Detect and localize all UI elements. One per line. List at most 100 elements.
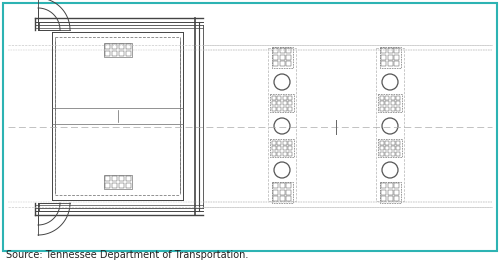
Bar <box>288 152 292 156</box>
Bar <box>283 95 287 99</box>
Bar <box>288 107 292 111</box>
Text: Source: Tennessee Department of Transportation.: Source: Tennessee Department of Transpor… <box>6 250 248 260</box>
Bar <box>272 46 292 68</box>
Bar <box>381 61 386 66</box>
Bar <box>126 44 130 49</box>
Bar <box>385 146 389 150</box>
Bar <box>286 189 291 195</box>
Bar <box>286 183 291 188</box>
Bar <box>396 95 400 99</box>
Bar <box>396 152 400 156</box>
Bar <box>286 61 291 66</box>
Bar <box>104 44 110 49</box>
Bar <box>381 183 386 188</box>
Bar <box>381 189 386 195</box>
Bar <box>380 182 400 202</box>
Bar <box>104 175 132 189</box>
Bar <box>273 189 278 195</box>
Bar <box>380 46 400 68</box>
Bar <box>380 152 384 156</box>
Bar <box>391 101 395 105</box>
Bar <box>283 152 287 156</box>
Bar <box>104 176 110 181</box>
Bar <box>277 140 281 144</box>
Bar <box>273 183 278 188</box>
Bar <box>391 140 395 144</box>
Bar <box>273 55 278 60</box>
Bar <box>118 176 124 181</box>
Bar <box>277 95 281 99</box>
Bar <box>380 95 384 99</box>
Bar <box>286 55 291 60</box>
Bar <box>280 48 284 53</box>
Bar <box>385 95 389 99</box>
Bar <box>280 196 284 201</box>
Bar <box>378 94 402 112</box>
Bar <box>280 61 284 66</box>
Bar <box>118 183 124 188</box>
Bar <box>277 107 281 111</box>
Bar <box>273 196 278 201</box>
Bar <box>396 107 400 111</box>
Bar <box>280 189 284 195</box>
Bar <box>385 107 389 111</box>
Bar <box>272 182 292 202</box>
Bar <box>288 95 292 99</box>
Bar <box>126 51 130 56</box>
Bar <box>388 196 392 201</box>
Bar <box>118 51 124 56</box>
Bar <box>104 43 132 57</box>
Bar <box>272 152 276 156</box>
Bar <box>380 101 384 105</box>
Bar <box>112 176 116 181</box>
Bar <box>126 176 130 181</box>
Bar <box>388 48 392 53</box>
Bar <box>376 48 404 201</box>
Bar <box>385 152 389 156</box>
Bar <box>394 61 399 66</box>
Bar <box>277 152 281 156</box>
Bar <box>381 196 386 201</box>
Bar <box>396 146 400 150</box>
Bar <box>388 61 392 66</box>
Bar <box>283 140 287 144</box>
Bar <box>280 55 284 60</box>
Bar <box>272 95 276 99</box>
Bar <box>273 48 278 53</box>
Bar <box>394 183 399 188</box>
Bar <box>385 140 389 144</box>
Bar <box>391 95 395 99</box>
Bar <box>394 48 399 53</box>
Bar <box>391 152 395 156</box>
Bar <box>272 107 276 111</box>
Bar <box>270 139 294 157</box>
Bar <box>112 51 116 56</box>
Bar <box>272 146 276 150</box>
Bar <box>378 139 402 157</box>
Bar <box>268 48 296 201</box>
Bar <box>104 183 110 188</box>
Bar <box>388 183 392 188</box>
Bar <box>394 196 399 201</box>
Bar <box>380 146 384 150</box>
Bar <box>280 183 284 188</box>
Bar <box>272 140 276 144</box>
Bar <box>380 140 384 144</box>
Bar <box>270 94 294 112</box>
Bar <box>286 48 291 53</box>
Bar <box>381 48 386 53</box>
Bar <box>283 101 287 105</box>
Bar <box>396 101 400 105</box>
Bar <box>273 61 278 66</box>
Bar <box>394 55 399 60</box>
Bar <box>388 55 392 60</box>
Bar <box>277 101 281 105</box>
Bar <box>394 189 399 195</box>
Bar <box>112 183 116 188</box>
Bar <box>126 183 130 188</box>
Bar <box>283 146 287 150</box>
Bar <box>118 44 124 49</box>
Bar <box>272 101 276 105</box>
Bar <box>277 146 281 150</box>
Bar <box>385 101 389 105</box>
